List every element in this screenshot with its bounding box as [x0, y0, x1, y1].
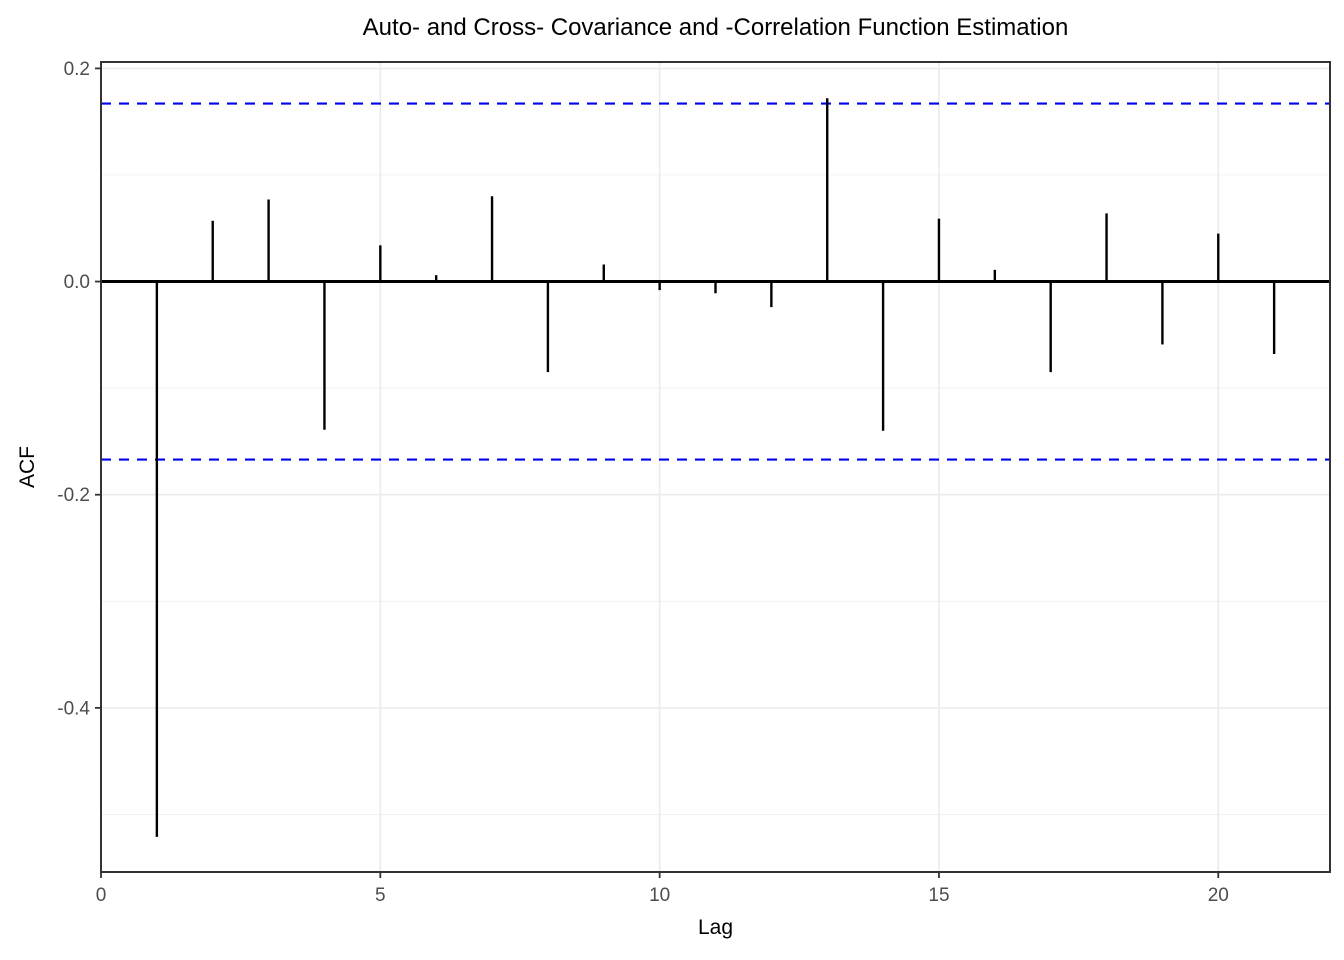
plot-title: Auto- and Cross- Covariance and -Correla…	[362, 14, 1069, 41]
x-tick-label: 5	[375, 885, 386, 906]
x-tick-label: 10	[649, 885, 670, 906]
x-tick-label: 15	[928, 885, 949, 906]
x-tick-label: 0	[96, 885, 107, 906]
y-tick-label: -0.2	[57, 485, 90, 506]
x-tick-label: 20	[1208, 885, 1229, 906]
y-tick-label: -0.4	[57, 698, 90, 719]
panel-border	[100, 61, 1331, 873]
y-tick-label: 0.0	[64, 272, 90, 293]
plot-panel	[101, 62, 1330, 872]
y-tick-label: 0.2	[64, 59, 90, 80]
x-axis-title: Lag	[697, 916, 734, 939]
